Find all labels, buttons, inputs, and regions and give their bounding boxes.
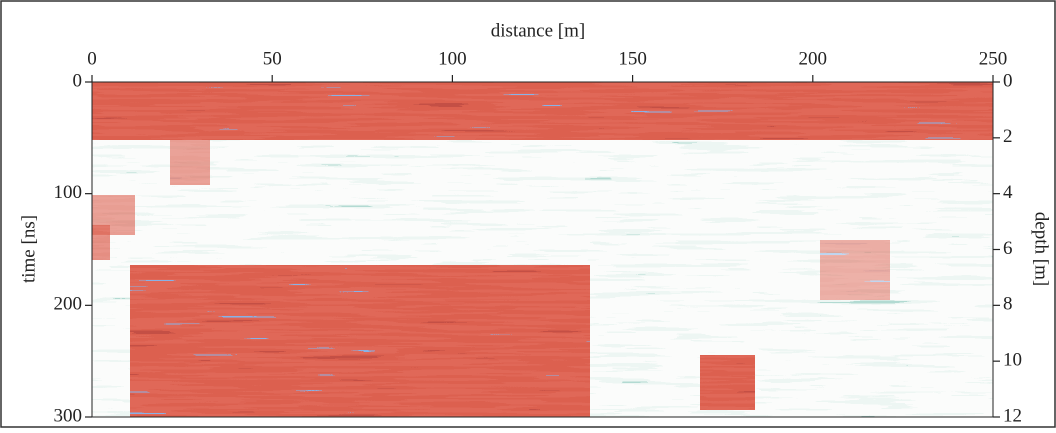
x-tick-label: 150 bbox=[618, 48, 647, 69]
y2-tick-label: 2 bbox=[1003, 126, 1013, 147]
x-axis-title: distance [m] bbox=[491, 20, 585, 41]
x-tick-label: 50 bbox=[263, 48, 282, 69]
x-tick-label: 200 bbox=[799, 48, 828, 69]
radargram-image bbox=[92, 82, 993, 417]
y-tick-label: 100 bbox=[54, 182, 83, 203]
x-tick-label: 250 bbox=[979, 48, 1008, 69]
y2-tick-label: 10 bbox=[1003, 350, 1022, 371]
y2-axis-title: depth [m] bbox=[1031, 212, 1052, 286]
y-tick-label: 300 bbox=[54, 405, 83, 426]
y2-tick-label: 0 bbox=[1003, 70, 1013, 91]
y2-tick-label: 8 bbox=[1003, 294, 1013, 315]
y-tick-label: 200 bbox=[54, 294, 83, 315]
y2-tick-label: 6 bbox=[1003, 238, 1013, 259]
y-axis-title: time [ns] bbox=[18, 215, 39, 283]
y-tick-label: 0 bbox=[73, 70, 83, 91]
y2-tick-label: 12 bbox=[1003, 405, 1022, 426]
x-tick-label: 0 bbox=[87, 48, 97, 69]
y2-tick-label: 4 bbox=[1003, 182, 1013, 203]
x-tick-label: 100 bbox=[438, 48, 467, 69]
